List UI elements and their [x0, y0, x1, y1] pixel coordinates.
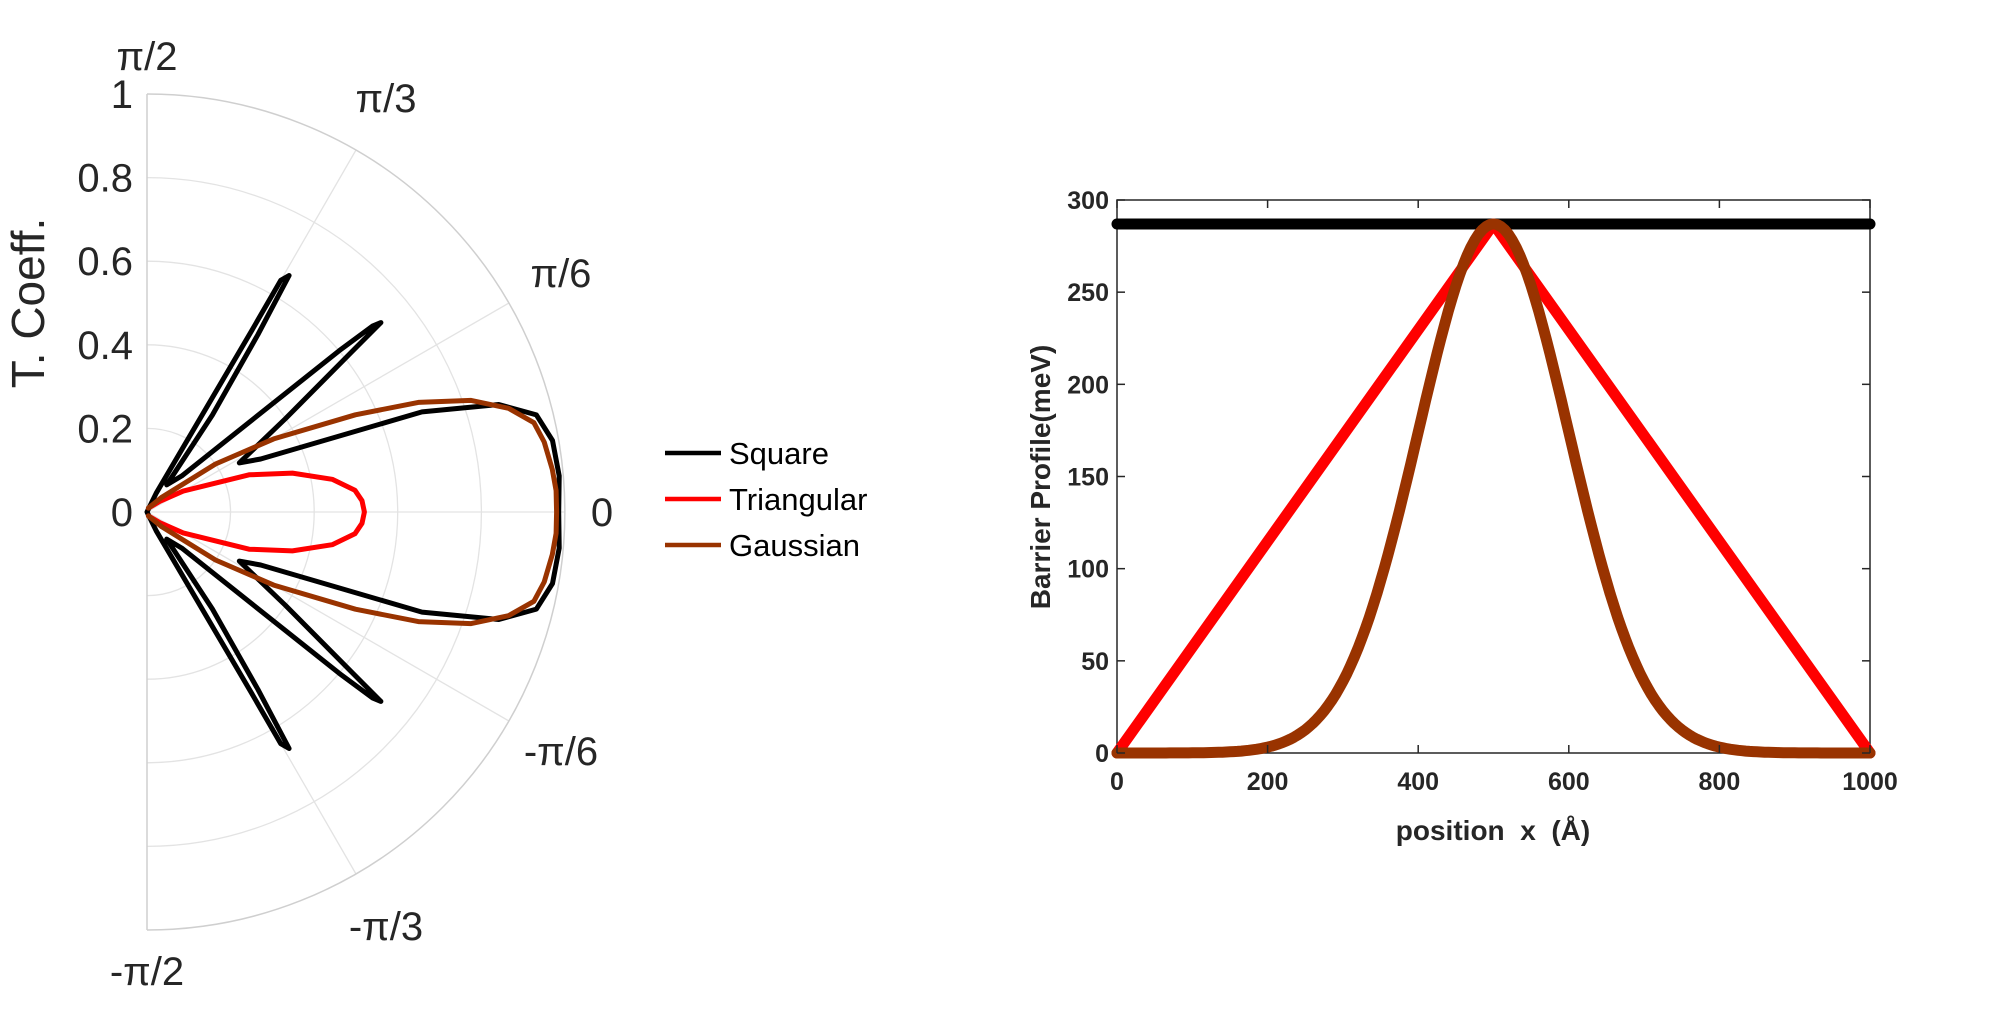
cart-x-tick-label: 400	[1397, 768, 1439, 796]
polar-spoke	[146, 511, 510, 722]
legend-label-gaussian: Gaussian	[729, 528, 860, 563]
cart-ylabel: Barrier Profile(meV)	[1025, 345, 1056, 610]
polar-theta-tick-label: π/2	[117, 35, 178, 79]
legend-label-square: Square	[729, 436, 829, 471]
cart-x-ticks: 0 200 400 600 800 1000	[1110, 200, 1898, 796]
polar-series-triangular	[145, 470, 367, 554]
legend-entry-triangular: Triangular	[665, 482, 867, 517]
cart-y-tick-label: 0	[1095, 740, 1109, 768]
cart-x-tick-label: 600	[1548, 768, 1590, 796]
polar-series-gaussian	[145, 397, 560, 627]
polar-theta-tick-label: π/3	[356, 77, 417, 121]
cart-y-tick-label: 150	[1067, 464, 1109, 492]
cart-series	[1111, 218, 1876, 759]
cart-y-tick-label: 300	[1067, 187, 1109, 215]
legend-entry-gaussian: Gaussian	[665, 528, 860, 563]
cart-series-gaussian	[1111, 218, 1876, 759]
barrier-profile-plot: 0 200 400 600 800 1000 0 50 100 150 200 250 300 pos…	[1025, 187, 1898, 846]
polar-theta-tick-label: -π/2	[110, 950, 184, 994]
cart-y-ticks: 0 50 100 150 200 250 300	[1067, 187, 1870, 768]
legend: Square Triangular Gaussian	[665, 436, 867, 563]
cart-y-tick-label: 100	[1067, 556, 1109, 584]
cart-x-tick-label: 200	[1247, 768, 1289, 796]
polar-theta-tick-label: -π/6	[524, 730, 598, 774]
polar-r-tick-label: 0.8	[77, 157, 133, 201]
cart-x-tick-label: 0	[1110, 768, 1124, 796]
cart-xlabel: position x (Å)	[1396, 815, 1590, 846]
polar-theta-tick-label: π/6	[530, 252, 591, 296]
legend-entry-square: Square	[665, 436, 829, 471]
polar-theta-ticks: π/2 π/3 π/6 0 -π/6 -π/3 -π/2	[110, 35, 613, 994]
polar-ylabel: T. Coeff.	[2, 218, 54, 388]
cart-y-tick-label: 200	[1067, 371, 1109, 399]
polar-series	[144, 273, 562, 751]
polar-r-tick-label: 0.6	[77, 240, 133, 284]
polar-r-tick-label: 0.2	[77, 407, 133, 451]
polar-r-tick-label: 0	[111, 491, 133, 535]
legend-label-triangular: Triangular	[729, 482, 867, 517]
cart-y-tick-label: 250	[1067, 279, 1109, 307]
polar-theta-tick-label: 0	[591, 491, 613, 535]
polar-outer-boundary	[146, 93, 566, 931]
polar-plot: 0 0.2 0.4 0.6 0.8 1 π/2 π/3 π/6 0 -π/6 -π/3 -π/2 T.…	[2, 35, 613, 994]
cart-axes-box	[1116, 199, 1871, 754]
polar-r-ticks: 0 0.2 0.4 0.6 0.8 1	[77, 73, 133, 535]
polar-spoke	[146, 302, 510, 513]
polar-r-tick-label: 0.4	[77, 324, 133, 368]
polar-r-tick-label: 1	[111, 73, 133, 117]
polar-theta-tick-label: -π/3	[349, 905, 423, 949]
cart-y-tick-label: 50	[1081, 648, 1109, 676]
polar-grid	[146, 93, 566, 931]
cart-x-tick-label: 1000	[1842, 768, 1898, 796]
cart-x-tick-label: 800	[1699, 768, 1741, 796]
